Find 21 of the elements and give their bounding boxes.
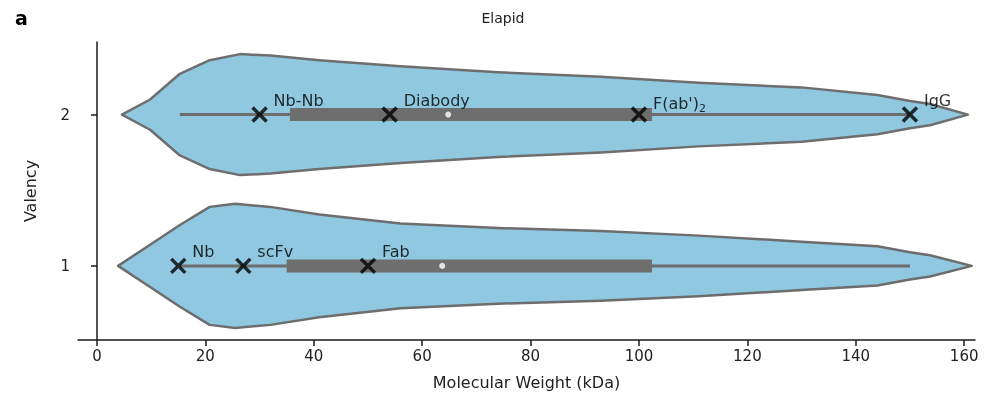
x-tick-label: 100 [624,346,654,365]
text: a [15,6,28,29]
x-tick-label: 40 [304,346,324,365]
annotation: Fab [381,242,410,262]
annotation: scFv [257,242,294,262]
y-tick-label: 1 [60,256,70,275]
y-tick-label: 2 [60,105,70,124]
annotation: Diabody [403,91,470,111]
annotation: Nb [192,242,215,262]
x-axis-title: Molecular Weight (kDa) [432,372,621,392]
chart-title: Elapid [481,10,525,26]
x-tick-label: 60 [412,346,432,365]
x-tick-label: 0 [92,346,102,365]
x-tick-label: 160 [949,346,979,365]
annotation: IgG [923,91,952,111]
x-tick-label: 80 [521,346,541,365]
y-axis-title: Valency [20,159,40,223]
x-tick-label: 140 [841,346,871,365]
annotation: Nb-Nb [273,91,324,111]
x-tick-label: 20 [195,346,215,365]
x-tick-label: 120 [733,346,762,365]
